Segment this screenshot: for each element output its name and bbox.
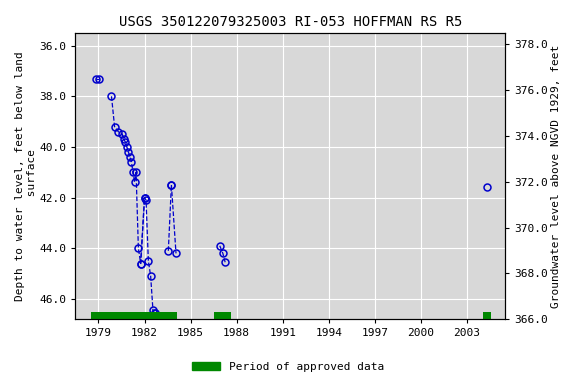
Y-axis label: Groundwater level above NGVD 1929, feet: Groundwater level above NGVD 1929, feet [551,45,561,308]
Y-axis label: Depth to water level, feet below land
 surface: Depth to water level, feet below land su… [15,51,37,301]
Bar [91,312,177,319]
Bar [214,312,230,319]
Bar [483,312,491,319]
Title: USGS 350122079325003 RI-053 HOFFMAN RS R5: USGS 350122079325003 RI-053 HOFFMAN RS R… [119,15,462,29]
Legend: Period of approved data: Period of approved data [188,358,388,377]
